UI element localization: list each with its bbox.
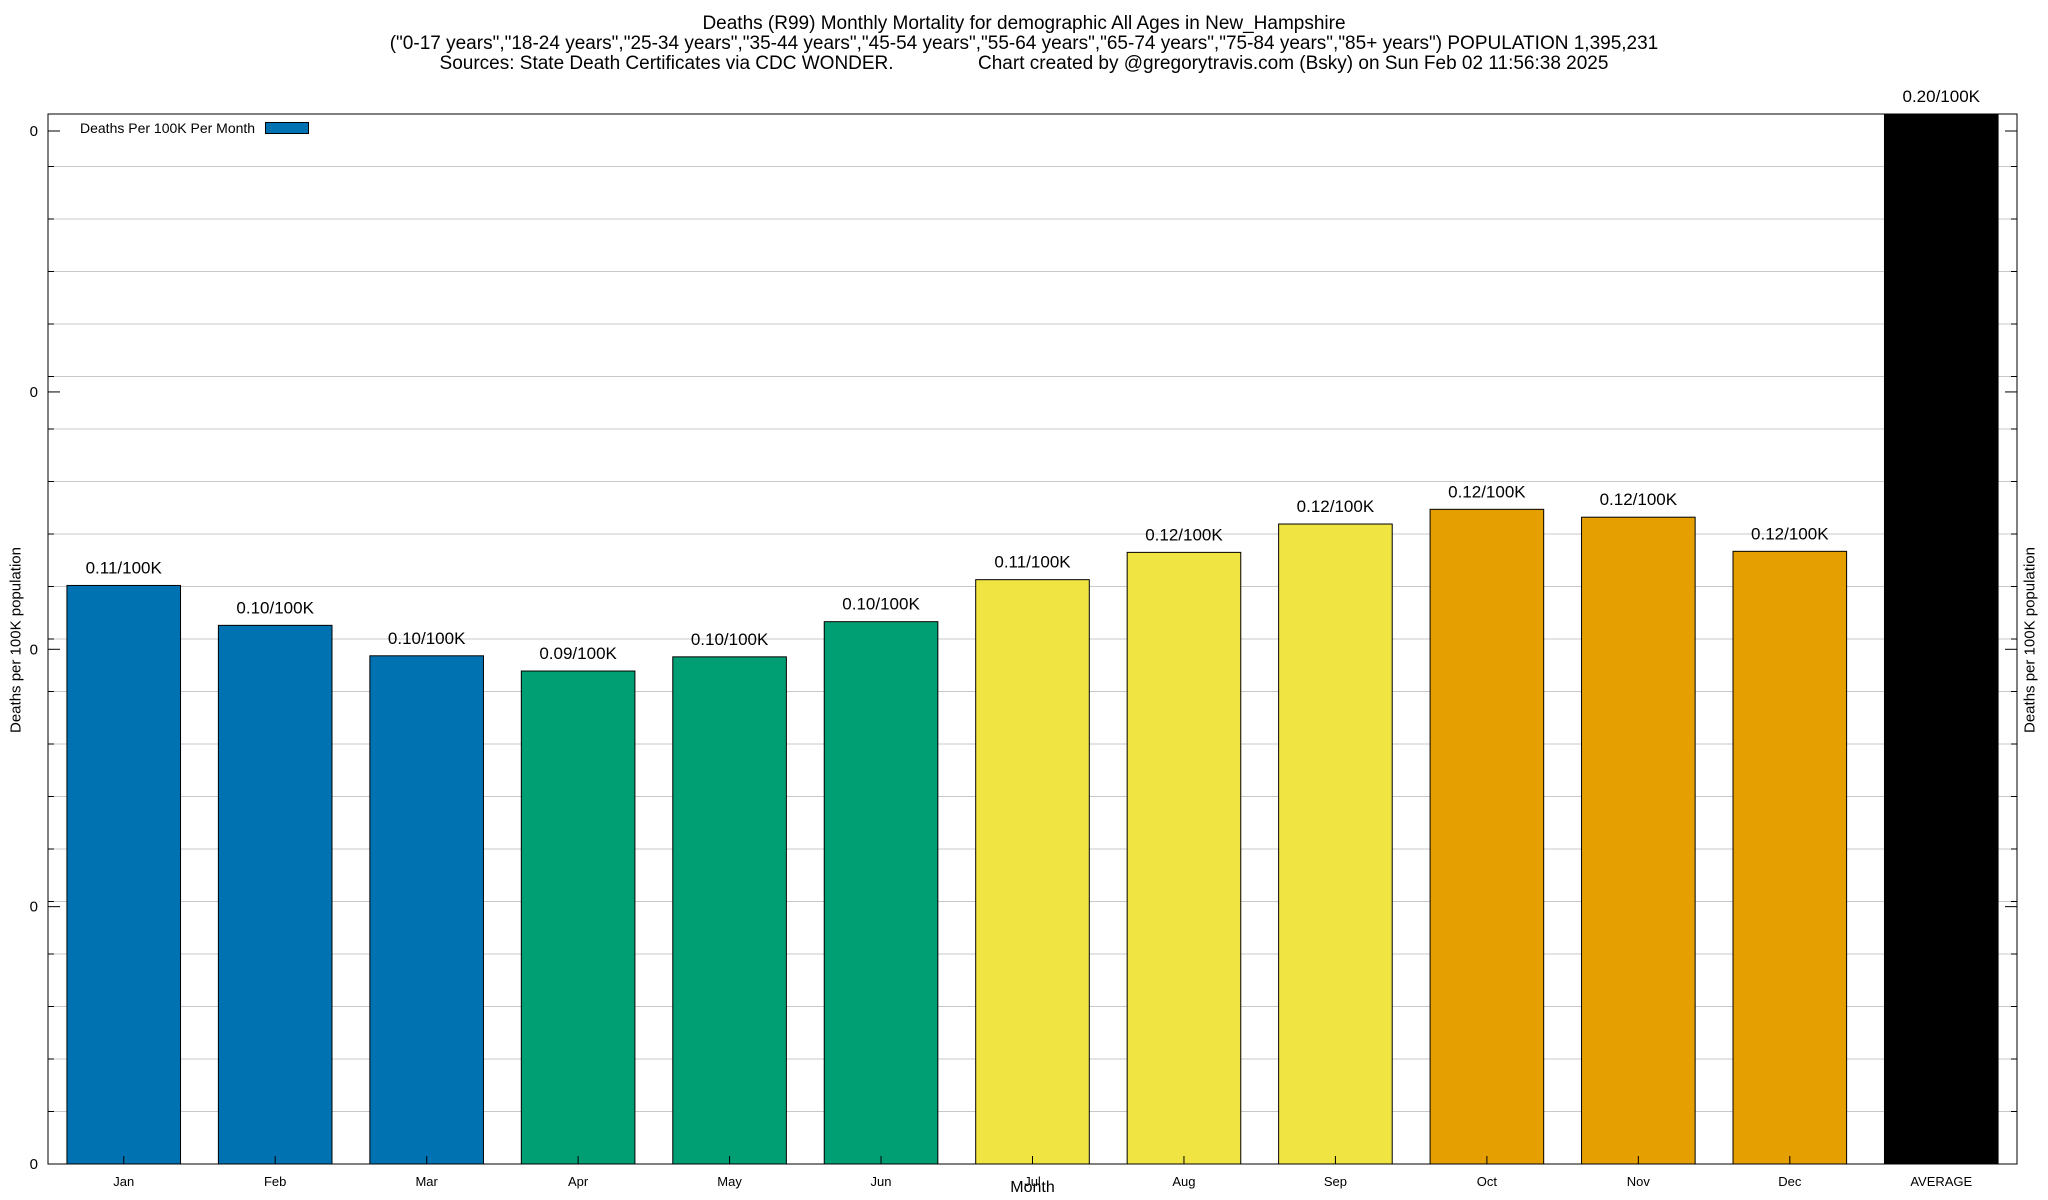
- data-label: 0.09/100K: [539, 644, 617, 663]
- y-tick-label: 0: [30, 123, 38, 140]
- x-tick-label: AVERAGE: [1910, 1174, 1972, 1189]
- x-tick-label: Aug: [1172, 1174, 1195, 1189]
- x-tick-label: Feb: [264, 1174, 286, 1189]
- data-label: 0.20/100K: [1903, 87, 1981, 106]
- x-tick-label: Jan: [113, 1174, 134, 1189]
- bar: [66, 584, 182, 1165]
- legend: Deaths Per 100K Per Month: [80, 120, 310, 136]
- data-label: 0.10/100K: [236, 598, 314, 617]
- x-tick-label: Dec: [1778, 1174, 1802, 1189]
- y-tick-label: 0: [30, 641, 38, 658]
- chart-subtitle: ("0-17 years","18-24 years","25-34 years…: [389, 33, 1659, 54]
- x-tick-label: Jun: [871, 1174, 892, 1189]
- bar: [672, 656, 787, 1165]
- chart-title: Deaths (R99) Monthly Mortality for demog…: [702, 13, 1346, 34]
- data-label: 0.10/100K: [691, 630, 769, 649]
- y-axis-label-left: Deaths per 100K population: [7, 547, 25, 733]
- y-tick-label: 0: [30, 384, 38, 401]
- data-label: 0.12/100K: [1751, 524, 1829, 543]
- bar: [520, 670, 636, 1165]
- bar: [975, 579, 1090, 1165]
- bar: [823, 621, 939, 1165]
- legend-swatch: [265, 122, 310, 134]
- bar: [1732, 550, 1848, 1165]
- bar: [1581, 516, 1696, 1165]
- data-label: 0.12/100K: [1297, 497, 1375, 516]
- data-label: 0.12/100K: [1600, 490, 1678, 509]
- x-axis-label: Month: [1010, 1179, 1054, 1196]
- bar: [217, 624, 333, 1165]
- data-label: 0.12/100K: [1145, 525, 1223, 544]
- x-tick-label: Sep: [1324, 1174, 1347, 1189]
- x-tick-label: Jul: [1024, 1174, 1041, 1189]
- bar: [1429, 508, 1545, 1165]
- x-tick-label: Apr: [568, 1174, 589, 1189]
- data-label: 0.10/100K: [842, 595, 920, 614]
- y-tick-label: 0: [30, 1156, 38, 1173]
- chart-titles: Deaths (R99) Monthly Mortality for demog…: [0, 14, 2048, 74]
- y-axis-label-right: Deaths per 100K population: [2021, 547, 2039, 733]
- data-label: 0.11/100K: [994, 553, 1071, 572]
- y-tick-label: 0: [30, 899, 38, 916]
- bar: [1126, 551, 1242, 1165]
- x-tick-label: Nov: [1627, 1174, 1651, 1189]
- chart-sources: Sources: State Death Certificates via CD…: [439, 53, 1609, 74]
- x-tick-label: Mar: [415, 1174, 438, 1189]
- data-label: 0.11/100K: [86, 558, 163, 577]
- plot-frame: [47, 113, 2018, 1165]
- bar: [1883, 113, 1999, 1165]
- legend-label: Deaths Per 100K Per Month: [80, 120, 256, 136]
- bar: [369, 655, 484, 1165]
- x-tick-label: Oct: [1477, 1174, 1498, 1189]
- x-tick-label: May: [717, 1174, 742, 1189]
- bar: [1278, 523, 1393, 1165]
- data-label: 0.12/100K: [1448, 482, 1526, 501]
- data-label: 0.10/100K: [388, 629, 466, 648]
